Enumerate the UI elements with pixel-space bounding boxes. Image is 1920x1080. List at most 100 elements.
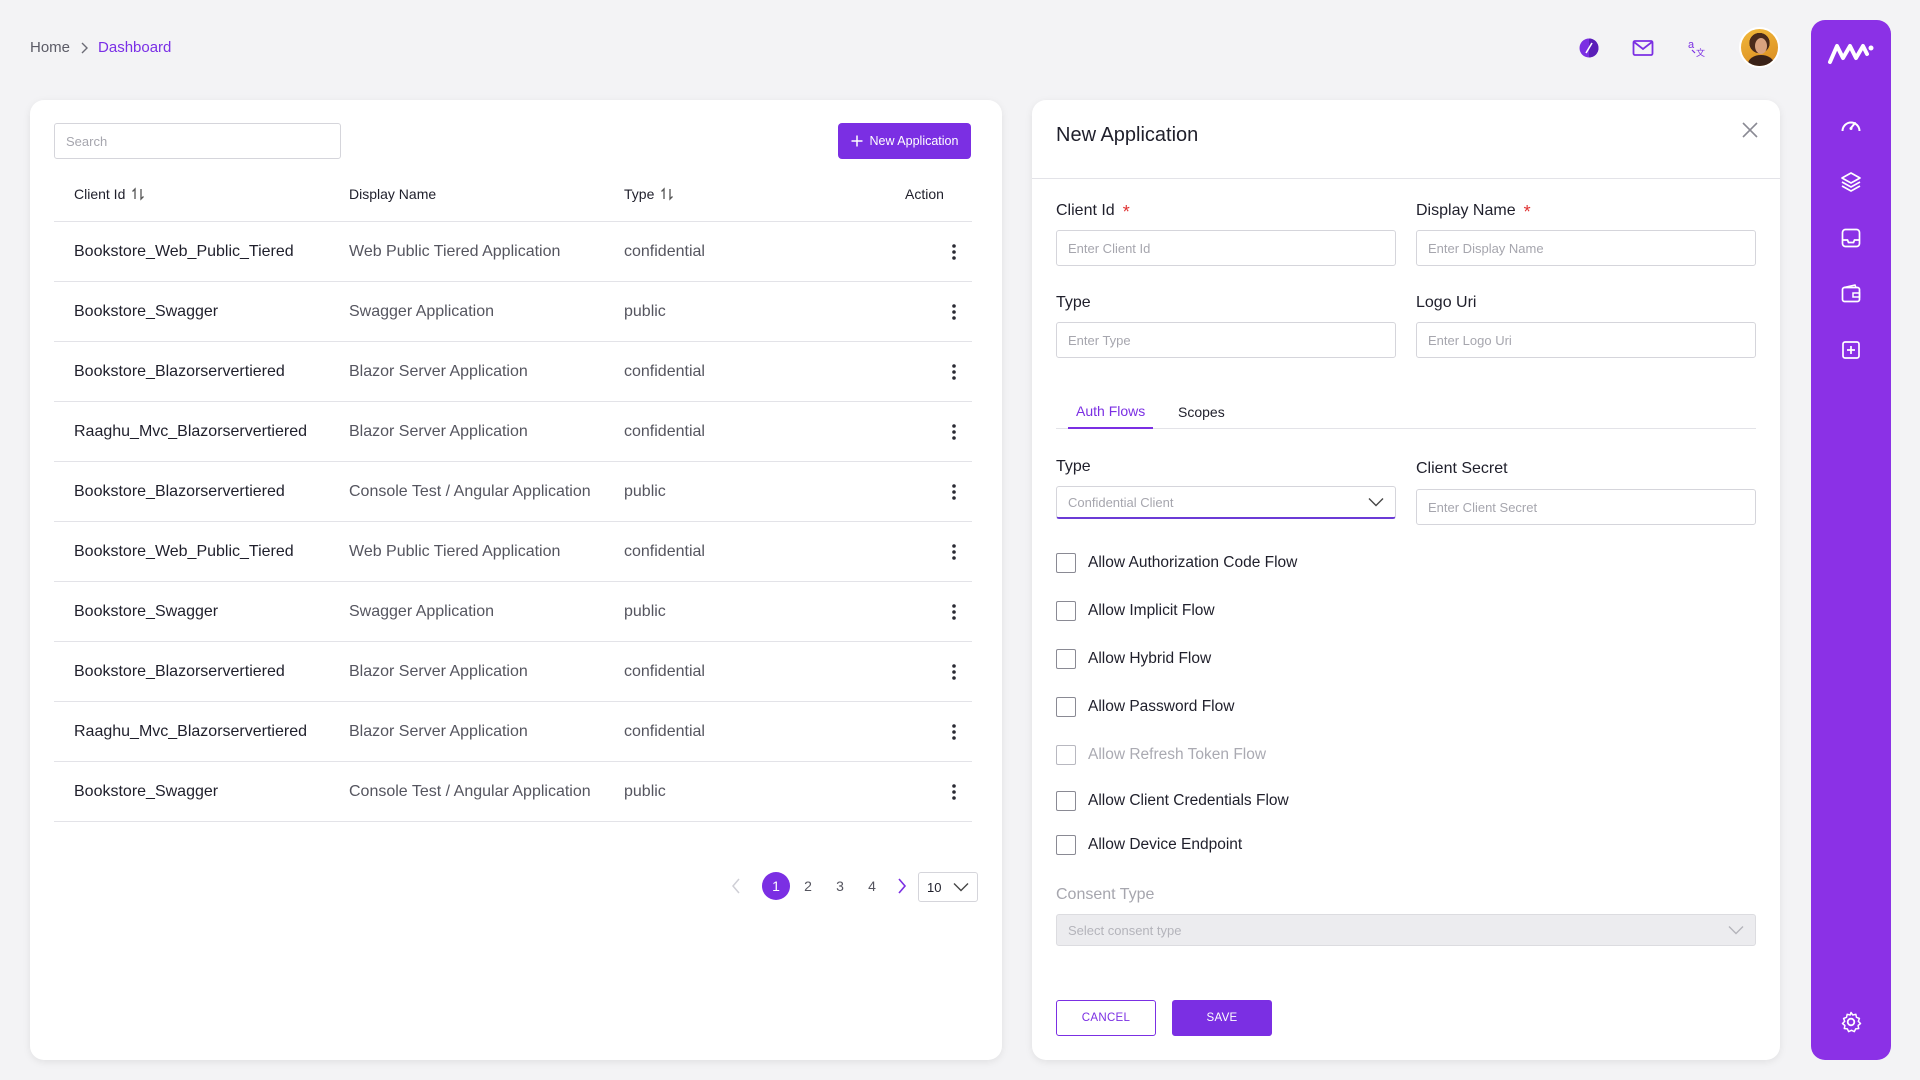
page-size-select[interactable]: 10 [918, 872, 978, 902]
checkbox-box[interactable] [1056, 553, 1076, 573]
new-application-button[interactable]: New Application [838, 123, 971, 159]
next-page-icon[interactable] [888, 872, 916, 900]
required-mark: * [1122, 202, 1130, 222]
checkbox-box[interactable] [1056, 601, 1076, 621]
cell-display-name: Console Test / Angular Application [349, 783, 591, 800]
auth-type-select[interactable]: Confidential Client [1056, 486, 1396, 519]
client-secret-input[interactable] [1416, 489, 1756, 525]
more-vertical-icon[interactable] [942, 342, 966, 402]
dashboard-icon[interactable] [1839, 114, 1863, 138]
cell-type: confidential [624, 243, 705, 260]
settings-icon[interactable] [1839, 1010, 1863, 1034]
sort-icon[interactable] [131, 187, 145, 201]
mail-icon[interactable] [1631, 36, 1655, 60]
col-action-label: Action [905, 186, 944, 202]
checkbox-box [1056, 745, 1076, 765]
cell-display-name: Blazor Server Application [349, 723, 528, 740]
checkbox-label: Allow Device Endpoint [1088, 836, 1243, 853]
chevron-down-icon [1728, 926, 1744, 935]
cell-display-name: Blazor Server Application [349, 363, 528, 380]
new-application-panel: New Application Client Id* Display Name*… [1032, 100, 1780, 1060]
col-display-name-label: Display Name [349, 186, 437, 202]
checkbox-box[interactable] [1056, 697, 1076, 717]
breadcrumb: Home Dashboard [30, 39, 171, 56]
breadcrumb-current: Dashboard [98, 39, 172, 56]
checkbox-box[interactable] [1056, 835, 1076, 855]
page-2-button[interactable]: 2 [804, 878, 812, 894]
table-row[interactable]: Bookstore_Web_Public_Tiered Web Public Ti… [54, 222, 972, 282]
type-input[interactable] [1056, 322, 1396, 358]
table-row[interactable]: Bookstore_Swagger Swagger Application publ… [54, 282, 972, 342]
cell-type: public [624, 783, 666, 800]
more-vertical-icon[interactable] [942, 762, 966, 822]
tab-scopes[interactable]: Scopes [1178, 404, 1225, 420]
more-vertical-icon[interactable] [942, 462, 966, 522]
page-size-value: 10 [927, 879, 942, 895]
more-vertical-icon[interactable] [942, 282, 966, 342]
checkbox-allow-client-credentials-flow[interactable]: Allow Client Credentials Flow [1056, 790, 1289, 812]
checkbox-box[interactable] [1056, 649, 1076, 669]
table-row[interactable]: Bookstore_Blazorservertiered Blazor Serve… [54, 642, 972, 702]
inbox-icon[interactable] [1839, 226, 1863, 250]
table-row[interactable]: Raaghu_Mvc_Blazorservertiered Blazor Serv… [54, 702, 972, 762]
col-type[interactable]: Type [624, 166, 674, 222]
page-3-button[interactable]: 3 [836, 878, 844, 894]
search-input[interactable] [54, 123, 341, 159]
auth-type-value: Confidential Client [1068, 494, 1174, 510]
tab-auth-flows[interactable]: Auth Flows [1068, 395, 1154, 429]
sort-icon[interactable] [660, 187, 674, 201]
cell-client-id: Bookstore_Swagger [74, 303, 219, 320]
col-type-label: Type [624, 186, 655, 202]
cancel-button[interactable]: CANCEL [1056, 1000, 1156, 1036]
display-name-input[interactable] [1416, 230, 1756, 266]
checkbox-allow-hybrid-flow[interactable]: Allow Hybrid Flow [1056, 648, 1211, 670]
more-vertical-icon[interactable] [942, 642, 966, 702]
avatar[interactable] [1739, 27, 1780, 68]
layers-icon[interactable] [1839, 170, 1863, 194]
breadcrumb-home[interactable]: Home [30, 39, 71, 56]
checkbox-allow-authorization-code-flow[interactable]: Allow Authorization Code Flow [1056, 552, 1297, 574]
close-icon[interactable] [1741, 121, 1759, 139]
col-client-id[interactable]: Client Id [74, 166, 145, 222]
page-4-button[interactable]: 4 [868, 878, 876, 894]
cell-display-name: Web Public Tiered Application [349, 243, 561, 260]
checkbox-allow-device-endpoint[interactable]: Allow Device Endpoint [1056, 834, 1242, 856]
more-vertical-icon[interactable] [942, 522, 966, 582]
cell-display-name: Swagger Application [349, 303, 494, 320]
more-vertical-icon[interactable] [942, 222, 966, 282]
checkbox-box[interactable] [1056, 791, 1076, 811]
table-body: Bookstore_Web_Public_Tiered Web Public Ti… [54, 222, 972, 822]
checkbox-label: Allow Implicit Flow [1088, 602, 1215, 619]
checkbox-allow-implicit-flow[interactable]: Allow Implicit Flow [1056, 600, 1215, 622]
table-row[interactable]: Bookstore_Swagger Swagger Application publ… [54, 582, 972, 642]
svg-text:a: a [1688, 39, 1695, 51]
checkbox-label: Allow Hybrid Flow [1088, 650, 1212, 667]
table-row[interactable]: Bookstore_Swagger Console Test / Angular … [54, 762, 972, 822]
save-button[interactable]: SAVE [1172, 1000, 1272, 1036]
logo-uri-input[interactable] [1416, 322, 1756, 358]
page-1-button[interactable]: 1 [762, 872, 790, 900]
side-rail [1811, 20, 1891, 1060]
logo-uri-label: Logo Uri [1416, 294, 1477, 311]
table-row[interactable]: Raaghu_Mvc_Blazorservertiered Blazor Serv… [54, 402, 972, 462]
cell-client-id: Bookstore_Blazorservertiered [74, 663, 285, 680]
table-row[interactable]: Bookstore_Blazorservertiered Console Test… [54, 462, 972, 522]
client-id-input[interactable] [1056, 230, 1396, 266]
table-row[interactable]: Bookstore_Blazorservertiered Blazor Serve… [54, 342, 972, 402]
cell-type: confidential [624, 363, 705, 380]
add-box-icon[interactable] [1839, 338, 1863, 362]
table-row[interactable]: Bookstore_Web_Public_Tiered Web Public Ti… [54, 522, 972, 582]
wallet-icon[interactable] [1839, 282, 1863, 306]
theme-icon[interactable] [1577, 36, 1601, 60]
more-vertical-icon[interactable] [942, 582, 966, 642]
cell-client-id: Bookstore_Web_Public_Tiered [74, 543, 294, 560]
cell-type: public [624, 303, 666, 320]
new-application-label: New Application [869, 134, 959, 148]
more-vertical-icon[interactable] [942, 702, 966, 762]
plus-icon [851, 135, 863, 147]
more-vertical-icon[interactable] [942, 402, 966, 462]
checkbox-allow-password-flow[interactable]: Allow Password Flow [1056, 696, 1234, 718]
panel-divider [1032, 178, 1780, 179]
prev-page-icon[interactable] [722, 872, 750, 900]
